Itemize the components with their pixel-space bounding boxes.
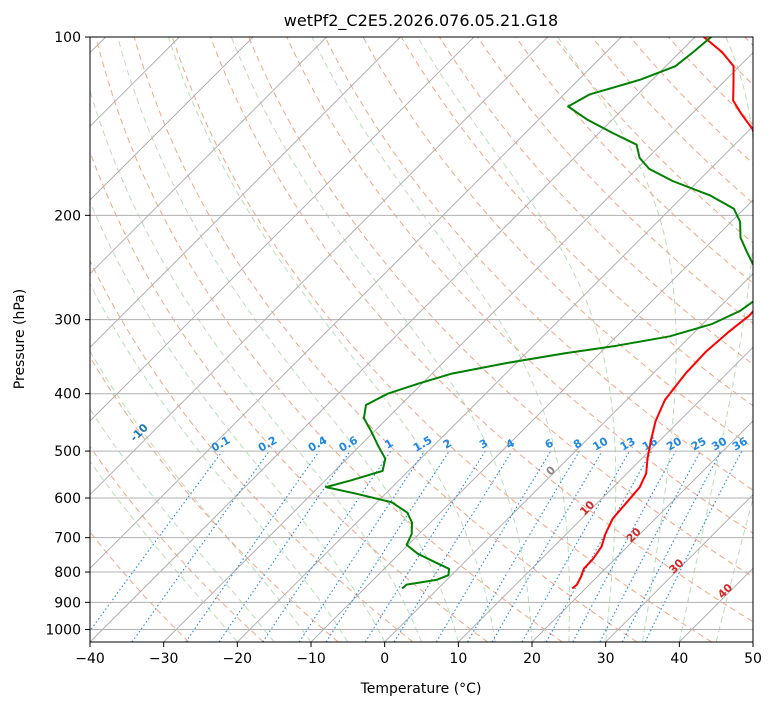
x-tick-label: −40 [75, 651, 105, 667]
dry-adiabat-line [248, 37, 753, 578]
isotherm-line [384, 272, 753, 642]
moist-adiabat-line [90, 89, 422, 642]
x-tick-label: 10 [449, 651, 467, 667]
mixing-ratio-line [545, 450, 653, 642]
plot-frame [89, 36, 754, 643]
dry-adiabat-line [90, 259, 414, 642]
mixing-ratio-line [393, 450, 513, 642]
dry-adiabat-line [95, 37, 563, 642]
dry-adiabat-line [629, 37, 753, 165]
x-tick-label: 40 [670, 651, 688, 667]
isotherm-line [90, 37, 622, 570]
y-tick-label: 300 [54, 313, 81, 329]
mixing-ratio-line [185, 450, 320, 642]
isotherm-line [531, 420, 753, 642]
mixing-ratio-line [325, 450, 450, 642]
dry-adiabat-line [171, 37, 712, 642]
x-axis-label: Temperature (°C) [360, 681, 482, 697]
mixing-ratio-line [467, 450, 580, 642]
x-tick-label: −10 [296, 651, 326, 667]
isotherms [90, 37, 753, 642]
y-tick-label: 1000 [45, 622, 81, 638]
x-tick-label: 30 [597, 651, 615, 667]
isotherm-line [457, 346, 753, 642]
moist-adiabat-line [90, 408, 275, 642]
y-tick-label: 800 [54, 565, 81, 581]
moist-adiabat-line [715, 497, 753, 642]
x-tick-label: 0 [380, 651, 389, 667]
isotherm-line [90, 37, 401, 349]
isotherm-line [90, 37, 475, 422]
dry-adiabat-line [515, 37, 753, 284]
moist-adiabat-line [230, 37, 533, 642]
x-axis: −40 −30 −20 −10 0 10 20 30 40 50 [75, 642, 762, 667]
dry-adiabat-line [400, 37, 753, 407]
y-tick-label: 200 [54, 208, 81, 224]
x-tick-label: 20 [523, 651, 541, 667]
dry-adiabat-line [90, 445, 264, 642]
mixing-ratio-line [131, 450, 270, 642]
dewpoint-trace [325, 37, 753, 590]
dry-adiabat-line [210, 37, 753, 623]
mixing-ratio-line [572, 450, 677, 642]
moist-adiabat-line [90, 200, 386, 642]
mixing-ratio-line [90, 450, 223, 632]
y-axis: 100 200 300 400 500 600 700 800 900 1000 [45, 30, 90, 638]
y-axis-label: Pressure (hPa) [12, 289, 28, 389]
dry-adiabat-line [324, 37, 753, 491]
plot-area: 0.10.20.40.611.52346810131620253036-100-… [90, 37, 753, 642]
moist-adiabat-line [90, 460, 238, 642]
isobar-gridlines [90, 37, 753, 630]
mixing-ratio-line [364, 450, 486, 642]
x-tick-label: −20 [223, 651, 253, 667]
mixing-ratio-line [435, 450, 552, 642]
y-tick-label: 400 [54, 387, 81, 403]
y-tick-label: 700 [54, 531, 81, 547]
mixing-ratio-lines [90, 450, 743, 642]
mixing-ratio-line [218, 450, 351, 642]
isotherm-line [236, 125, 753, 642]
y-tick-label: 600 [54, 491, 81, 507]
isotherm-line [90, 37, 696, 642]
isotherm-line [90, 37, 328, 275]
moist-adiabat-line [167, 37, 496, 642]
moist-adiabat-line [417, 37, 617, 642]
moist-adiabat-line [311, 37, 570, 642]
isotherm-line [163, 51, 753, 642]
dry-adiabat-line [477, 37, 753, 325]
x-tick-label: −30 [149, 651, 179, 667]
y-tick-label: 500 [54, 444, 81, 460]
y-tick-label: 100 [54, 30, 81, 46]
chart-title: wetPf2_C2E5.2026.076.05.21.G18 [284, 11, 558, 31]
dry-adiabat-line [591, 37, 753, 204]
dry-adiabat-line [133, 37, 638, 642]
y-tick-label: 900 [54, 595, 81, 611]
moist-adiabat-line [90, 282, 349, 642]
isotherm-line [310, 199, 753, 642]
x-tick-label: 50 [744, 651, 762, 667]
isotherm-line [90, 37, 254, 201]
dry-adiabats [90, 37, 753, 642]
mixing-ratio-line [521, 450, 630, 642]
isotherm-line [605, 493, 753, 642]
mixing-ratio-line [491, 450, 603, 642]
isotherm-line [90, 37, 549, 496]
